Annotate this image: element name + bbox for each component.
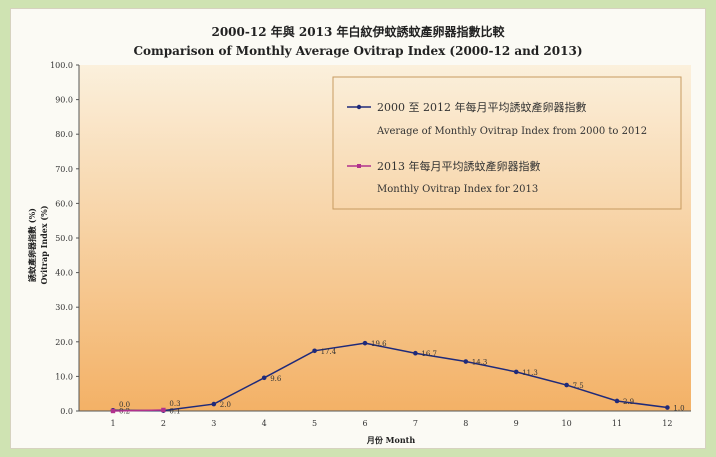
data-label-2000-2012: 14.3 [472,359,488,367]
data-label-2000-2012: 2.9 [623,398,634,406]
x-tick-label: 4 [262,419,267,428]
chart-title: 2000-12 年與 2013 年白紋伊蚊誘蚊產卵器指數比較 [211,24,505,39]
plot-area [79,65,691,411]
x-tick-label: 3 [211,419,216,428]
x-tick-label: 11 [612,419,622,428]
x-tick-label: 12 [662,419,672,428]
x-tick-label: 1 [110,419,115,428]
y-tick-label: 100.0 [50,61,73,70]
y-tick-label: 50.0 [55,234,73,243]
x-tick-label: 7 [413,419,418,428]
x-tick-label: 9 [514,419,519,428]
tick-labels: 0.010.020.030.040.050.060.070.080.090.01… [50,61,672,428]
data-label-2000-2012: 17.4 [321,348,337,356]
y-tick-label: 20.0 [55,338,73,347]
data-point-2000-2012 [312,348,317,354]
data-label-2000-2012: 7.5 [573,382,584,390]
y-tick-label: 10.0 [55,372,73,381]
y-tick-label: 40.0 [55,269,73,278]
chart-frame: 0.0 10.0 20.0 30.0 40.0 50.0 60.0 70.0 80.0 90.0 1… [10,8,706,449]
x-tick-label: 10 [562,419,572,428]
legend: 2000 至 2012 年每月平均誘蚊產卵器指數 Average of Mont… [332,76,682,210]
legend-label-2000-2012-zh: 2000 至 2012 年每月平均誘蚊產卵器指數 [377,100,586,114]
data-label-2000-2012: 11.3 [522,369,538,377]
data-label-2013: 0.0 [119,401,130,409]
data-label-2000-2012: 2.0 [220,401,231,409]
y-axis-title-zh: 誘蚊產卵器指數 (%) [27,208,37,282]
data-label-2000-2012: 9.6 [270,375,282,383]
data-point-2013 [161,407,166,413]
axes [76,64,691,412]
y-tick-label: 70.0 [55,165,73,174]
data-label-2000-2012: 0.1 [169,408,180,416]
y-tick-label: 90.0 [55,96,73,105]
data-point-2000-2012 [211,401,217,407]
y-axis-title-en: Ovitrap Index (%) [39,205,49,284]
data-point-2000-2012 [665,405,670,410]
ovitrap-chart: 0.010.020.030.040.050.060.070.080.090.01… [27,24,691,445]
legend-label-2013-en: Monthly Ovitrap Index for 2013 [377,184,538,195]
y-tick-label: 0.0 [60,407,73,416]
legend-box [332,76,682,210]
data-label-2000-2012: 19.6 [371,340,387,348]
y-tick-label: 80.0 [55,130,73,139]
x-tick-label: 2 [161,419,166,428]
data-label-2013: 0.3 [169,400,180,408]
chart-subtitle: Comparison of Monthly Average Ovitrap In… [134,44,583,58]
series-line-2000-2012 [112,342,668,412]
legend-label-2013-zh: 2013 年每月平均誘蚊產卵器指數 [377,159,541,173]
legend-label-2000-2012-en: Average of Monthly Ovitrap Index from 20… [376,126,647,137]
legend-marker-2000-2012 [356,104,362,110]
data-point-2000-2012 [261,375,267,381]
y-tick-label: 60.0 [55,199,73,208]
data-point-2000-2012 [564,382,569,388]
data-point-2000-2012 [614,398,620,404]
data-label-2000-2012: 16.7 [421,350,437,358]
x-tick-label: 6 [362,419,367,428]
data-point-2000-2012 [362,340,368,346]
y-tick-label: 30.0 [55,303,73,312]
x-tick-label: 5 [312,419,317,428]
data-label-2000-2012: 1.0 [673,405,684,413]
legend-marker-2013 [357,164,361,168]
data-marks: 0.2 0.12.09.617.419.616.714.311.37.52.91.… [110,340,685,416]
x-tick-label: 8 [463,419,468,428]
data-point-2000-2012 [513,369,519,375]
data-point-2000-2012 [413,350,418,356]
x-axis-title: 月份 Month [366,435,415,445]
data-point-2000-2012 [463,359,469,364]
series-line-2013 [112,409,164,412]
data-point-2013 [110,408,116,414]
